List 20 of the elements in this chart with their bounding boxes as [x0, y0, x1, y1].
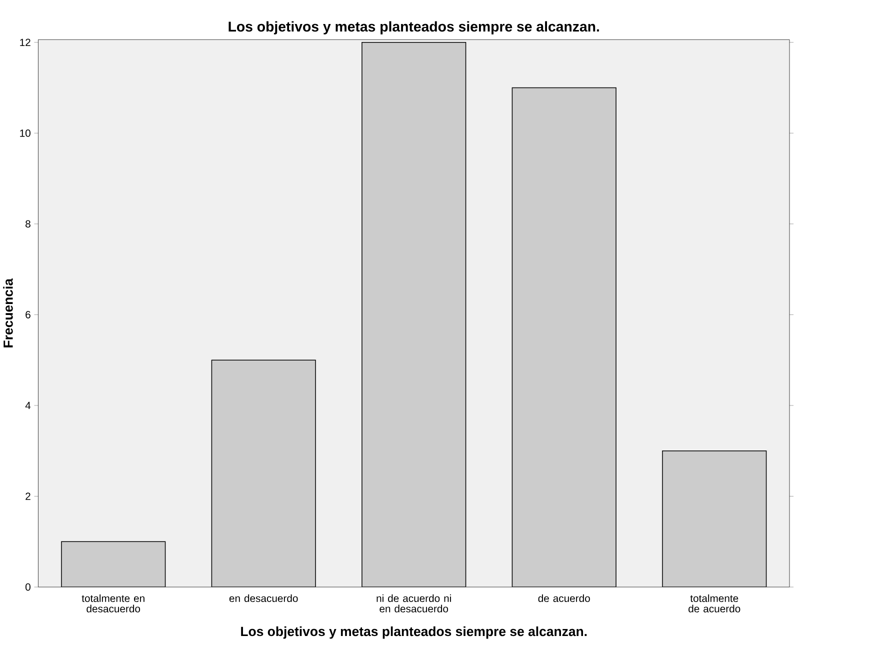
x-tick-label: ni de acuerdo ni en desacuerdo	[376, 594, 451, 612]
bar	[362, 42, 466, 587]
y-tick-label: 0	[26, 583, 30, 591]
y-tick-label: 10	[20, 129, 30, 137]
y-tick-label: 8	[26, 220, 30, 228]
x-tick-label: en desacuerdo	[229, 594, 298, 602]
x-tick-label: de acuerdo	[538, 594, 590, 602]
y-tick-label: 12	[20, 38, 30, 46]
x-axis-title: Los objetivos y metas planteados siempre se alcanzan.	[241, 626, 587, 639]
bar	[61, 541, 166, 587]
y-axis-title: Frecuencia	[3, 278, 13, 348]
x-tick-label: totalmente en desacuerdo	[82, 594, 144, 612]
y-tick-label: 4	[25, 402, 31, 409]
bar	[512, 87, 616, 587]
y-tick-label: 6	[26, 310, 30, 318]
x-tick-label: totalmente de acuerdo	[688, 594, 740, 612]
bar	[662, 450, 767, 587]
bar	[211, 360, 316, 587]
y-tick-label: 2	[26, 492, 30, 500]
chart-title: Los objetivos y metas planteados siempre se alcanzan.	[228, 21, 599, 34]
